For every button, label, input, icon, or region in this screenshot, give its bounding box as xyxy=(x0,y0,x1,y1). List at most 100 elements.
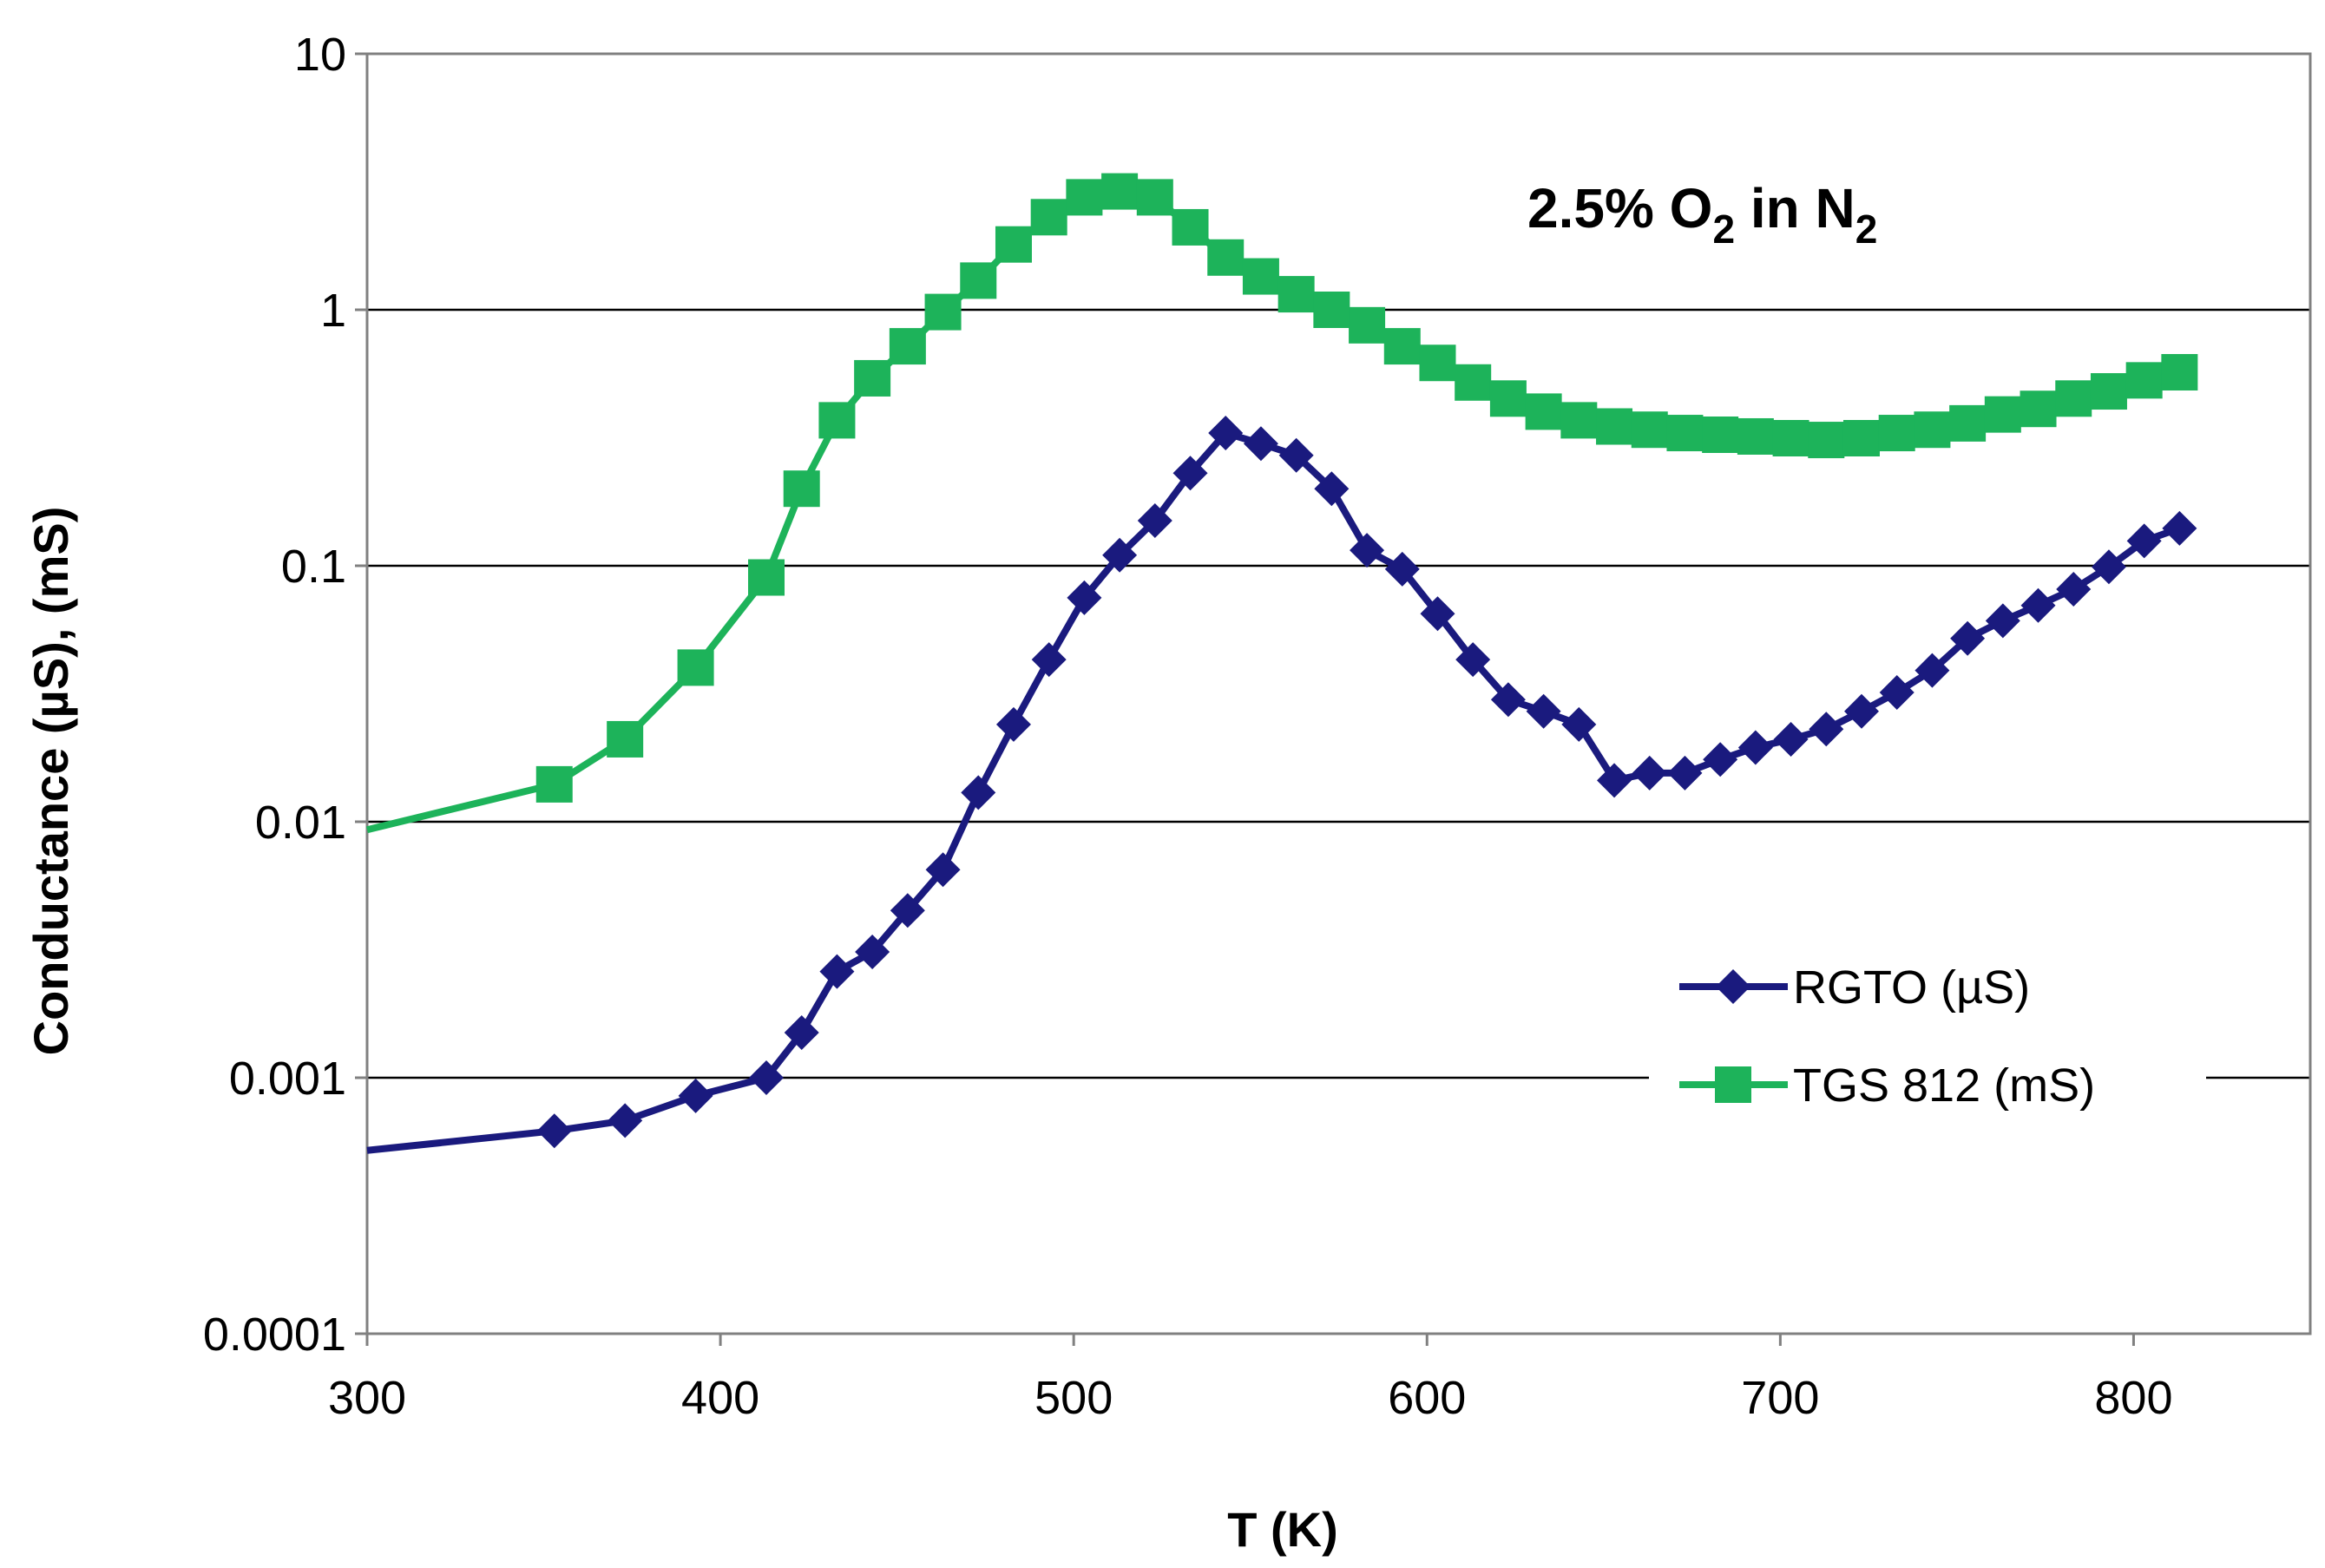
y-tick-label: 0.01 xyxy=(255,797,346,849)
data-point xyxy=(1314,471,1350,507)
data-point xyxy=(1420,596,1455,632)
annotation-prefix: 2.5% O xyxy=(1527,177,1712,239)
y-tick-label: 1 xyxy=(320,285,346,337)
data-point xyxy=(960,262,997,299)
data-point xyxy=(677,649,714,686)
series-rgto xyxy=(366,416,2197,1154)
data-point xyxy=(1242,258,1279,295)
data-point xyxy=(1383,328,1421,365)
data-point xyxy=(1030,199,1067,236)
data-point xyxy=(783,470,820,508)
data-point xyxy=(1419,344,1456,382)
data-point xyxy=(2020,587,2056,623)
data-point xyxy=(1172,456,1208,491)
data-point xyxy=(1136,179,1173,216)
data-point xyxy=(535,765,573,803)
data-point xyxy=(1772,419,1809,456)
data-point xyxy=(1703,742,1738,777)
x-tick-label: 600 xyxy=(1388,1372,1466,1424)
data-point xyxy=(2056,571,2092,607)
x-axis-ticks: 300 400 500 600 700 800 xyxy=(328,1334,2173,1424)
x-tick-label: 700 xyxy=(1741,1372,1819,1424)
data-point xyxy=(1878,415,1915,452)
annotation-text: 2.5% O2 in N2 xyxy=(1527,177,1877,252)
data-point xyxy=(1489,380,1527,417)
data-point xyxy=(2161,354,2198,391)
data-point xyxy=(1879,674,1915,710)
y-axis-ticks: 0.0001 0.001 0.01 0.1 1 10 xyxy=(203,29,367,1361)
data-point xyxy=(1596,408,1633,445)
legend-label: TGS 812 (mS) xyxy=(1793,1060,2095,1112)
data-point xyxy=(1031,642,1067,678)
data-point xyxy=(2055,380,2092,417)
data-point xyxy=(1843,693,1879,729)
data-point xyxy=(748,559,785,596)
data-point xyxy=(1666,415,1704,452)
data-point xyxy=(995,226,1032,263)
data-point xyxy=(2162,510,2197,546)
data-point xyxy=(1243,426,1278,462)
data-point xyxy=(678,1078,713,1113)
data-point xyxy=(1949,404,1987,442)
data-point xyxy=(1172,208,1209,246)
legend-label: RGTO (µS) xyxy=(1793,961,2030,1014)
data-point xyxy=(1915,653,1950,688)
data-point xyxy=(1278,437,1314,473)
legend-marker xyxy=(1715,1066,1751,1103)
data-point xyxy=(819,954,855,989)
data-point xyxy=(1102,537,1138,573)
data-point xyxy=(1137,503,1172,539)
y-tick-label: 0.1 xyxy=(281,541,346,593)
data-point xyxy=(1631,411,1668,449)
series-tgs812 xyxy=(366,173,2198,834)
data-point xyxy=(1490,682,1526,718)
data-point xyxy=(1808,422,1845,459)
data-point xyxy=(890,893,925,928)
data-point xyxy=(855,935,890,970)
data-point xyxy=(1914,411,1951,449)
data-point xyxy=(536,1113,572,1149)
data-point xyxy=(1597,763,1632,798)
y-tick-label: 10 xyxy=(294,29,346,81)
annotation-middle: in N xyxy=(1735,177,1855,239)
data-point xyxy=(749,1060,785,1095)
data-point xyxy=(1208,416,1244,451)
legend-item: RGTO (µS) xyxy=(1679,961,2030,1014)
y-tick-label: 0.001 xyxy=(229,1053,346,1105)
legend: RGTO (µS) TGS 812 (mS) xyxy=(1649,950,2206,1132)
data-point xyxy=(2126,523,2162,559)
data-point xyxy=(924,293,962,331)
annotation-subscript-2: 2 xyxy=(1855,207,1878,252)
data-point xyxy=(1101,173,1139,210)
data-point xyxy=(1842,419,1880,456)
data-point xyxy=(1702,416,1739,453)
data-point xyxy=(1066,179,1103,216)
data-point xyxy=(784,1015,819,1051)
data-point xyxy=(1773,721,1809,757)
data-point xyxy=(1632,755,1667,791)
data-point xyxy=(2091,549,2126,585)
data-point xyxy=(995,706,1031,742)
annotation-subscript-1: 2 xyxy=(1712,207,1735,252)
data-point xyxy=(2090,373,2127,410)
data-point xyxy=(1349,306,1386,344)
data-point xyxy=(1067,580,1102,615)
data-point xyxy=(1526,693,1561,729)
data-point xyxy=(1350,533,1385,568)
x-axis-title: T (K) xyxy=(1227,1502,1338,1557)
data-point xyxy=(925,852,961,888)
data-point xyxy=(1384,551,1420,587)
data-point xyxy=(1737,417,1774,455)
data-point xyxy=(889,328,926,365)
plot-area-border xyxy=(365,52,2312,1335)
data-point xyxy=(1313,292,1350,328)
data-point xyxy=(1560,402,1598,439)
legend-marker xyxy=(1716,969,1750,1004)
data-point xyxy=(1950,620,1986,656)
data-point xyxy=(1737,730,1773,765)
data-point xyxy=(2125,362,2163,399)
data-point xyxy=(2020,390,2057,428)
y-axis-title: Conductance (µS), (mS) xyxy=(23,507,78,1056)
data-point xyxy=(1455,364,1492,401)
